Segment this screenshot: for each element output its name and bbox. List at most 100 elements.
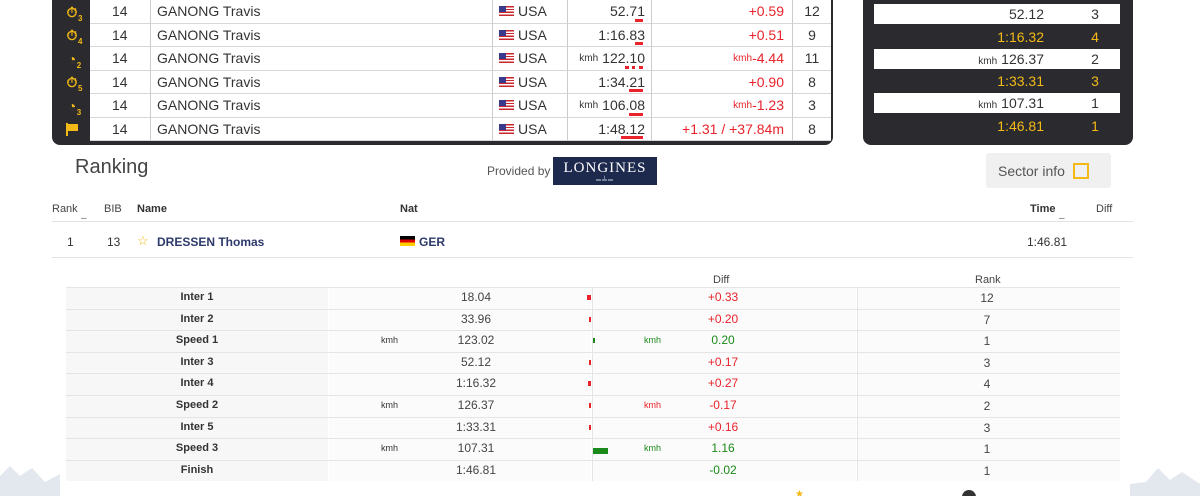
live-rank: 12 <box>793 0 831 24</box>
row-segment <box>329 352 591 374</box>
split-rank: 1 <box>983 442 991 457</box>
split-label: Speed 3 <box>175 442 219 455</box>
diff-indicator-bar <box>587 295 591 300</box>
live-timing-row[interactable]: 14 GANONG Travis USA 1:48.12 +1.31 / +37.84m… <box>54 117 831 141</box>
athlete-rank: 1 <box>67 235 74 249</box>
live-nation-code: USA <box>518 26 547 43</box>
split-value: 126.37 <box>457 398 495 412</box>
best-split-row: kmh 107.31 1 <box>874 93 1120 113</box>
split-detail-row: Speed 3 kmh 107.31 kmh 1.16 1 <box>66 438 1120 460</box>
athlete-name[interactable]: DRESSEN Thomas <box>157 235 265 249</box>
live-nation-code: USA <box>518 73 547 90</box>
header-diff[interactable]: Diff <box>1096 203 1113 215</box>
split-label: Speed 1 <box>175 334 219 347</box>
best-split-time: 1:46.81 <box>997 118 1044 134</box>
live-diff: kmh -1.23 <box>652 94 793 118</box>
diff-indicator-bar <box>635 18 643 22</box>
row-segment <box>592 439 856 460</box>
split-number: 3 <box>76 107 82 117</box>
row-segment <box>592 352 856 374</box>
split-diff: +0.20 <box>707 311 739 326</box>
live-bib: 14 <box>90 70 151 94</box>
live-athlete-name[interactable]: GANONG Travis <box>151 23 493 47</box>
row-segment <box>329 396 591 417</box>
row-icon-cell: ⏱ 5 <box>54 70 90 94</box>
favorite-star-icon[interactable]: ☆ <box>137 233 149 248</box>
best-split-row: 52.12 3 <box>874 4 1120 24</box>
row-icon-cell: ◔ 2 <box>54 47 90 71</box>
live-diff-value: -4.44 <box>752 50 784 67</box>
best-split-time: 52.12 <box>1008 6 1044 22</box>
header-time[interactable]: Time <box>1030 203 1056 215</box>
split-rank: 3 <box>983 420 991 435</box>
live-time: 1:48.12 <box>568 117 652 141</box>
speed-unit: kmh <box>644 335 662 346</box>
live-diff-value: +0.90 <box>748 73 784 90</box>
live-timing-row[interactable]: ⏱ 5 14 GANONG Travis USA 1:34.21 +0.90 8 <box>54 70 831 94</box>
speedometer-icon: ◔ 2 <box>67 50 82 70</box>
live-rank: 8 <box>793 117 831 141</box>
live-athlete-name[interactable]: GANONG Travis <box>151 94 493 118</box>
best-split-time: 1:16.32 <box>997 29 1044 45</box>
row-background <box>66 287 1120 309</box>
row-icon-cell: ⏱ 3 <box>54 0 90 24</box>
live-timing-row[interactable]: ⏱ 4 14 GANONG Travis USA 1:16.83 +0.51 9 <box>54 23 831 47</box>
speed-unit: kmh <box>733 99 753 111</box>
live-bib: 14 <box>90 23 151 47</box>
split-detail-row: Speed 1 kmh 123.02 kmh 0.20 1 <box>66 330 1120 352</box>
live-time-value: 52.71 <box>609 3 645 20</box>
best-split-time: 107.31 <box>1001 95 1044 111</box>
live-nation: USA <box>493 0 568 24</box>
diff-indicator-bar <box>621 136 643 139</box>
row-segment <box>66 352 328 374</box>
sort-rank-icon[interactable]: – <box>81 213 87 224</box>
best-split-rank: 1 <box>1091 95 1099 111</box>
row-segment <box>66 417 328 439</box>
row-segment <box>329 460 591 482</box>
live-athlete-name[interactable]: GANONG Travis <box>151 0 493 24</box>
row-segment <box>329 309 591 331</box>
mountain-decoration-icon <box>1130 468 1200 496</box>
header-bib[interactable]: BIB <box>104 203 122 215</box>
live-timing-row[interactable]: ⏱ 3 14 GANONG Travis USA 52.71 +0.59 12 <box>54 0 831 24</box>
header-rank[interactable]: Rank <box>52 203 78 215</box>
live-athlete-name[interactable]: GANONG Travis <box>151 70 493 94</box>
live-athlete-name[interactable]: GANONG Travis <box>151 47 493 71</box>
live-athlete-name[interactable]: GANONG Travis <box>151 117 493 141</box>
split-rank: 2 <box>983 399 991 413</box>
split-diff: +0.27 <box>707 376 739 391</box>
live-timing-row[interactable]: ◔ 2 14 GANONG Travis USA kmh 122.10 kmh -4.44 11 <box>54 47 831 71</box>
live-rank: 9 <box>793 23 831 47</box>
live-timing-row[interactable]: ◔ 3 14 GANONG Travis USA kmh 106.08 kmh -1.23 3 <box>54 94 831 118</box>
mountain-decoration-icon <box>0 466 60 496</box>
best-split-value: 1:33.31 <box>874 73 1050 89</box>
live-nation: USA <box>493 117 568 141</box>
live-bib: 14 <box>90 0 151 24</box>
row-segment <box>329 331 591 352</box>
split-value: 123.02 <box>457 333 495 348</box>
sort-time-icon[interactable]: – <box>1059 213 1065 224</box>
live-nation-code: USA <box>518 120 547 137</box>
split-number: 2 <box>76 60 82 70</box>
speedometer-icon: ◔ 3 <box>67 97 82 117</box>
header-name[interactable]: Name <box>137 203 167 215</box>
diff-indicator-bar <box>589 424 591 430</box>
live-diff: kmh -4.44 <box>652 47 793 71</box>
row-icon-cell: ⏱ 4 <box>54 23 90 47</box>
row-segment <box>329 288 591 309</box>
header-nat[interactable]: Nat <box>400 203 418 215</box>
best-split-time: 126.37 <box>1001 51 1044 67</box>
sector-info-toggle[interactable]: Sector info <box>986 153 1111 188</box>
diff-indicator-bar <box>588 381 591 387</box>
live-rank: 3 <box>793 94 831 118</box>
sector-info-checkbox[interactable] <box>1072 162 1089 179</box>
split-diff: +0.17 <box>707 354 739 369</box>
live-timing-table: ⏱ 3 14 GANONG Travis USA 52.71 +0.59 12 ⏱ 4 14 GANO… <box>54 0 831 141</box>
row-background <box>66 459 1120 482</box>
usa-flag-icon <box>499 53 514 64</box>
row-background <box>66 351 1120 374</box>
diff-indicator-bar <box>593 448 608 455</box>
best-split-rank: 4 <box>1091 29 1099 45</box>
split-value: 1:33.31 <box>455 419 497 434</box>
row-segment <box>592 374 856 395</box>
